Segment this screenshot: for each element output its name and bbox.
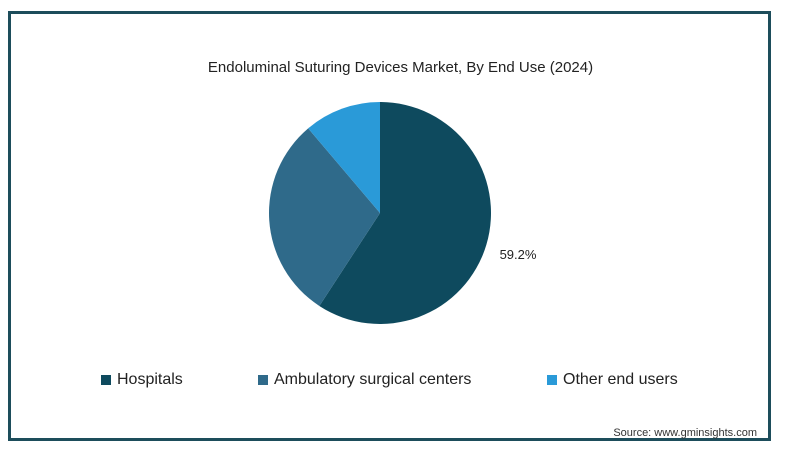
source-note: Source: www.gminsights.com [613, 427, 757, 439]
legend-label-hospitals: Hospitals [117, 371, 183, 388]
legend-item-other-end-users: Other end users [547, 371, 678, 389]
pie-label-hospitals: 59.2% [500, 247, 537, 262]
pie-slice-hospitals [319, 102, 491, 324]
chart-title: Endoluminal Suturing Devices Market, By … [207, 59, 594, 76]
pie-slices [268, 102, 491, 324]
pie-labels: 59.2% [500, 247, 537, 262]
legend-label-ambulatory-surgical-centers: Ambulatory surgical centers [274, 371, 472, 388]
pie-slice-other-end-users [308, 102, 380, 213]
pie-slice-ambulatory-surgical-centers [268, 128, 380, 306]
legend-item-ambulatory-surgical-centers: Ambulatory surgical centers [258, 371, 471, 389]
legend-item-hospitals: Hospitals [101, 371, 183, 389]
legend-swatch-other-end-users [547, 375, 557, 385]
legend: Hospitals Ambulatory surgical centers Ot… [0, 371, 801, 393]
legend-swatch-hospitals [101, 375, 111, 385]
legend-swatch-ambulatory-surgical-centers [258, 375, 268, 385]
legend-label-other-end-users: Other end users [563, 371, 678, 388]
